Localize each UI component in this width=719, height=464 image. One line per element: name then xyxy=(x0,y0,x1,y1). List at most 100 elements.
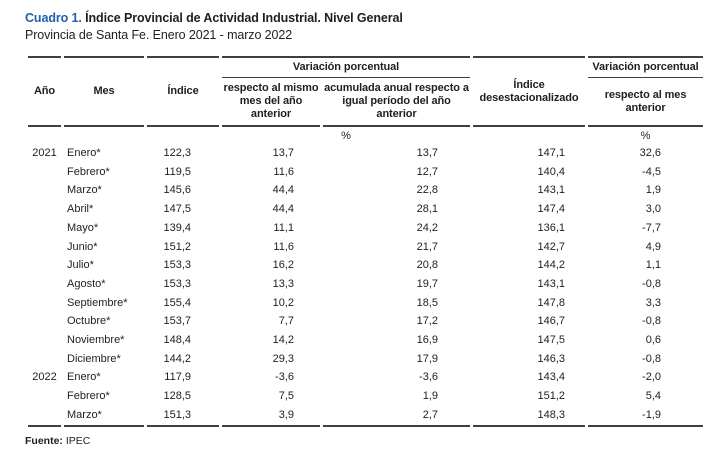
cell-resp-mismo-mes: 13,7 xyxy=(272,147,294,159)
cell-indice: 128,5 xyxy=(163,390,191,403)
cell-resp-mismo-mes: 16,2 xyxy=(272,259,294,272)
cell-resp-mismo-mes: 44,4 xyxy=(272,203,294,216)
cell-desest: 143,4 xyxy=(537,371,566,384)
cell-mes: Diciembre* xyxy=(67,352,121,365)
cell-desest: 143,1 xyxy=(537,184,566,197)
cell-mes: Octubre* xyxy=(67,315,111,328)
cell-acumulada: -3,6 xyxy=(419,371,439,384)
cell-anio xyxy=(28,219,61,238)
cell-acumulada: 18,5 xyxy=(416,296,439,309)
cell-resp-mismo-mes: 7,7 xyxy=(278,315,294,328)
table-row: Junio* 151,2 11,6 21,7 142,7 4,9 xyxy=(28,238,703,257)
cell-mes: Mayo* xyxy=(67,221,99,234)
table-row: Febrero* 119,5 11,6 12,7 140,4 -4,5 xyxy=(28,163,703,182)
cell-acumulada: 17,2 xyxy=(416,315,439,328)
table-row: Mayo* 139,4 11,1 24,2 136,1 -7,7 xyxy=(28,219,703,238)
col-header-indice-desestacionalizado: Índice desestacionalizado xyxy=(473,56,586,127)
cell-resp-mismo-mes: 3,9 xyxy=(222,406,320,427)
cell-resp-mismo-mes: 7,5 xyxy=(278,390,294,403)
cell-indice: 153,3 xyxy=(163,277,191,290)
cell-resp-mes-anterior: -0,8 xyxy=(642,352,662,365)
cell-desest: 147,5 xyxy=(537,334,566,347)
cell-resp-mes-anterior: 4,9 xyxy=(645,240,662,253)
cell-resp-mes-anterior: -0,8 xyxy=(642,315,662,328)
cell-resp-mes-anterior: -1,9 xyxy=(588,406,704,427)
cell-resp-mismo-mes: -3,6 xyxy=(275,371,294,384)
cell-acumulada: 28,1 xyxy=(416,203,439,216)
source-value: IPEC xyxy=(65,434,91,447)
table-title-text: Índice Provincial de Actividad Industria… xyxy=(85,11,403,25)
table-subtitle: Provincia de Santa Fe. Enero 2021 - marz… xyxy=(25,28,293,42)
unit-row-spacer xyxy=(473,127,585,144)
table-row: Diciembre* 144,2 29,3 17,9 146,3 -0,8 xyxy=(28,350,703,369)
table-row: Agosto* 153,3 13,3 19,7 143,1 -0,8 xyxy=(28,275,703,294)
cell-mes: Agosto* xyxy=(67,277,106,290)
cell-desest: 146,7 xyxy=(537,315,566,328)
cell-mes: Febrero* xyxy=(67,390,110,403)
cell-acumulada: 12,7 xyxy=(416,165,439,178)
cell-resp-mes-anterior: 1,9 xyxy=(645,184,662,197)
cell-mes: Febrero* xyxy=(67,165,110,178)
table-row: Febrero* 128,5 7,5 1,9 151,2 5,4 xyxy=(28,387,703,406)
unit-row-spacer xyxy=(28,127,219,144)
cell-resp-mes-anterior: 1,1 xyxy=(645,259,662,272)
cell-indice: 151,2 xyxy=(163,240,191,253)
table-row: Marzo* 145,6 44,4 22,8 143,1 1,9 xyxy=(28,181,703,200)
col-header-anio: Año xyxy=(28,56,61,127)
cell-acumulada: 20,8 xyxy=(416,259,439,272)
cell-desest: 146,3 xyxy=(537,352,566,365)
data-table: Año Mes Índice Variación porcentual Índi… xyxy=(25,56,706,427)
cell-acumulada: 1,9 xyxy=(422,390,439,403)
cell-resp-mismo-mes: 13,3 xyxy=(272,277,294,290)
cell-mes: Abril* xyxy=(67,203,94,216)
cell-mes: Julio* xyxy=(67,259,94,272)
cell-desest: 148,3 xyxy=(473,406,586,427)
cell-indice: 144,2 xyxy=(163,352,191,365)
cell-anio: 2022 xyxy=(32,371,57,384)
cell-desest: 147,1 xyxy=(537,147,566,159)
cell-mes: Junio* xyxy=(67,240,98,253)
cell-mes: Marzo* xyxy=(67,184,102,197)
unit-percent-left: % xyxy=(341,129,351,142)
cell-anio xyxy=(28,406,61,427)
source-label: Fuente: xyxy=(25,434,63,447)
table-row: Julio* 153,3 16,2 20,8 144,2 1,1 xyxy=(28,256,703,275)
table-row: Septiembre* 155,4 10,2 18,5 147,8 3,3 xyxy=(28,294,703,313)
cell-mes: Enero* xyxy=(67,147,101,159)
cell-resp-mismo-mes: 11,6 xyxy=(273,240,294,253)
source-note: Fuente: IPEC xyxy=(25,434,705,448)
cell-anio: 2021 xyxy=(32,147,57,159)
col-header-acumulada-anual: acumulada anual respecto a igual período… xyxy=(323,78,471,127)
cell-resp-mismo-mes: 10,2 xyxy=(272,296,294,309)
table-title: Cuadro 1. Índice Provincial de Actividad… xyxy=(25,10,705,27)
table-row: Noviembre* 148,4 14,2 16,9 147,5 0,6 xyxy=(28,331,703,350)
cell-mes: Septiembre* xyxy=(67,296,128,309)
cell-acumulada: 21,7 xyxy=(416,240,439,253)
cell-anio xyxy=(28,181,61,200)
cell-anio xyxy=(28,200,61,219)
report-page: Cuadro 1. Índice Provincial de Actividad… xyxy=(25,10,706,448)
cell-resp-mismo-mes: 11,6 xyxy=(273,165,294,178)
cell-desest: 136,1 xyxy=(537,221,566,234)
cell-anio xyxy=(28,387,61,406)
cell-desest: 144,2 xyxy=(537,259,566,272)
cell-acumulada: 24,2 xyxy=(416,221,439,234)
table-row: Marzo* 151,3 3,9 2,7 148,3 -1,9 xyxy=(28,406,704,427)
cell-mes: Enero* xyxy=(67,371,101,384)
table-row: 2021 Enero* 122,3 13,7 13,7 147,1 32,6 xyxy=(28,144,703,163)
cell-resp-mes-anterior: 3,0 xyxy=(645,203,662,216)
cell-anio xyxy=(28,331,61,350)
cell-anio xyxy=(28,163,61,182)
cell-resp-mismo-mes: 44,4 xyxy=(272,184,294,197)
cell-indice: 155,4 xyxy=(163,296,191,309)
col-header-respecto-mes-anterior: respecto al mes anterior xyxy=(588,78,704,127)
cell-desest: 151,2 xyxy=(537,390,566,403)
cell-resp-mismo-mes: 11,1 xyxy=(273,221,294,234)
cell-resp-mes-anterior: -2,0 xyxy=(642,371,662,384)
cell-indice: 153,7 xyxy=(163,315,191,328)
cell-acumulada: 22,8 xyxy=(416,184,439,197)
cell-resp-mismo-mes: 14,2 xyxy=(272,334,294,347)
cell-anio xyxy=(28,238,61,257)
cell-desest: 140,4 xyxy=(537,165,566,178)
cell-indice: 119,5 xyxy=(164,165,191,178)
